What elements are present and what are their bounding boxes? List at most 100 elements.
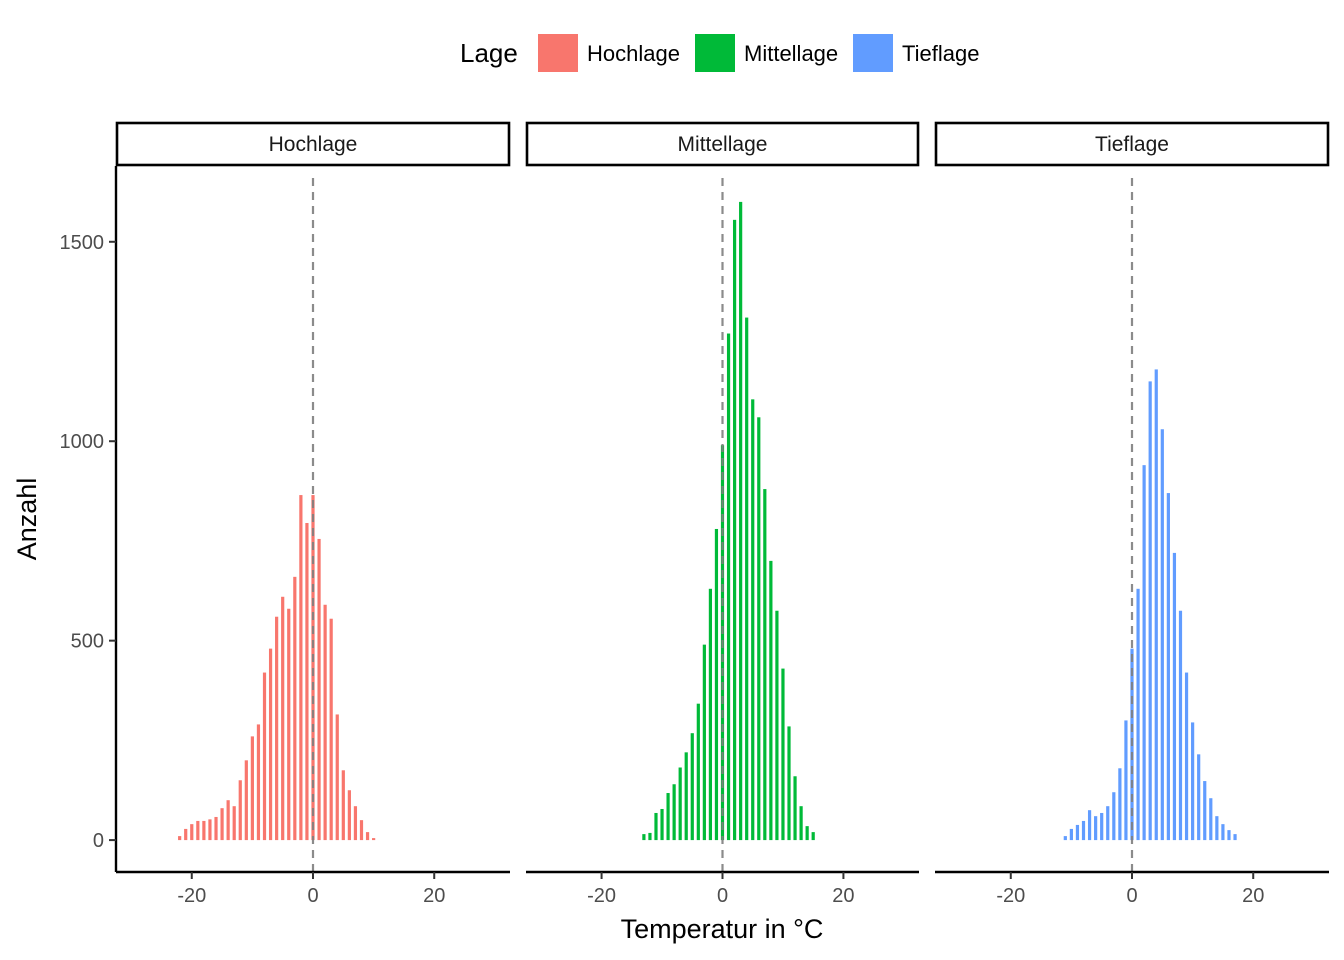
bar-tieflage [1094,816,1098,841]
bar-tieflage [1075,824,1080,841]
legend-entry-mittellage: Mittellage [695,34,838,72]
bar-mittellage [763,489,767,841]
bar-hochlage [178,836,182,841]
facet-strip-label-hochlage: Hochlage [269,133,358,156]
bar-tieflage [1087,810,1092,841]
facet-strip-label-tieflage: Tieflage [1095,133,1169,156]
bar-tieflage [1191,722,1195,841]
bar-hochlage [232,806,236,841]
legend: Lage Hochlage Mittellage Tieflage [460,34,979,72]
bar-mittellage [648,832,652,841]
bar-hochlage [347,790,351,841]
bar-hochlage [299,495,303,841]
bar-mittellage [726,333,731,841]
bar-tieflage [1233,834,1237,841]
bars-tieflage [1063,369,1237,841]
bar-tieflage [1209,798,1213,841]
bar-tieflage [1197,754,1201,841]
bar-hochlage [317,538,321,841]
bar-hochlage [359,820,364,841]
bar-tieflage [1215,816,1219,841]
x-tick-label-mittellage: 0 [717,885,728,907]
legend-key-hochlage [538,34,578,72]
bar-mittellage [708,588,713,841]
bar-tieflage [1172,552,1177,841]
facet-strip-tieflage [934,121,1330,167]
bar-tieflage [1148,381,1152,841]
bar-hochlage [256,724,261,841]
bar-mittellage [775,610,779,841]
bar-tieflage [1166,493,1170,841]
bar-hochlage [184,828,188,841]
bar-tieflage [1106,806,1110,841]
legend-label-hochlage: Hochlage [587,41,680,66]
bar-mittellage [690,733,694,841]
bar-mittellage [666,793,670,841]
facet-strip-label-mittellage: Mittellage [678,133,768,156]
x-tick-label-hochlage: 20 [423,885,445,907]
bar-mittellage [702,644,706,841]
bars-hochlage [178,495,376,841]
bar-tieflage [1160,429,1164,841]
bar-tieflage [1184,672,1189,841]
bar-mittellage [642,834,646,841]
legend-entry-hochlage: Hochlage [538,34,680,72]
facet-strip-mittellage [525,121,920,167]
bar-mittellage [714,528,719,841]
bar-tieflage [1142,465,1146,841]
bar-tieflage [1112,792,1116,841]
bar-tieflage [1069,828,1073,841]
y-axis-title: Anzahl [12,478,42,561]
bar-mittellage [799,806,803,841]
bar-hochlage [281,596,285,841]
y-tick-label: 1000 [60,431,105,453]
bar-hochlage [268,648,273,841]
x-tick-label-mittellage: 20 [832,885,854,907]
bar-hochlage [238,780,242,841]
bar-tieflage [1203,781,1207,841]
bar-mittellage [757,417,761,841]
bar-hochlage [275,616,279,841]
x-tick-label-tieflage: 20 [1242,885,1264,907]
bar-mittellage [787,726,791,841]
bar-hochlage [202,820,206,841]
bar-hochlage [208,819,212,841]
x-axis-title: Temperatur in °C [621,914,824,944]
bar-mittellage [696,703,700,841]
bar-hochlage [190,824,194,841]
bar-mittellage [684,752,688,841]
bar-tieflage [1081,820,1086,841]
legend-entry-tieflage: Tieflage [853,34,979,72]
bar-mittellage [739,201,743,841]
bar-mittellage [732,219,737,841]
bar-tieflage [1227,830,1231,841]
bar-hochlage [335,714,339,841]
bar-mittellage [805,826,809,841]
bar-mittellage [751,399,755,841]
x-tick-label-mittellage: -20 [587,885,616,907]
y-tick-label: 0 [93,830,104,852]
legend-key-tieflage [853,34,893,72]
bar-hochlage [341,770,345,841]
bar-hochlage [214,816,218,841]
y-tick-label: 1500 [60,232,105,254]
bar-tieflage [1124,720,1128,841]
bar-mittellage [781,668,785,841]
bar-hochlage [293,576,297,841]
bar-tieflage [1100,812,1104,841]
bar-hochlage [262,672,267,841]
bar-hochlage [365,832,370,841]
bar-tieflage [1178,610,1183,841]
legend-key-mittellage [695,34,735,72]
axis-titles: Temperatur in °C Anzahl [12,478,823,944]
bar-tieflage [1118,768,1122,841]
facet-hochlage: Hochlage -20 0 20 0 500 1000 1500 [60,121,511,907]
bar-mittellage [769,560,773,841]
x-tick-label-hochlage: 0 [307,885,318,907]
legend-label-tieflage: Tieflage [902,41,979,66]
bar-mittellage [745,317,749,841]
bar-hochlage [305,522,309,841]
x-tick-label-hochlage: -20 [177,885,206,907]
bar-mittellage [672,784,676,841]
